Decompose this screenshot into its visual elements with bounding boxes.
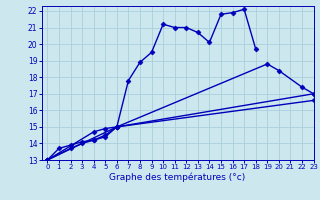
- X-axis label: Graphe des températures (°c): Graphe des températures (°c): [109, 173, 246, 182]
